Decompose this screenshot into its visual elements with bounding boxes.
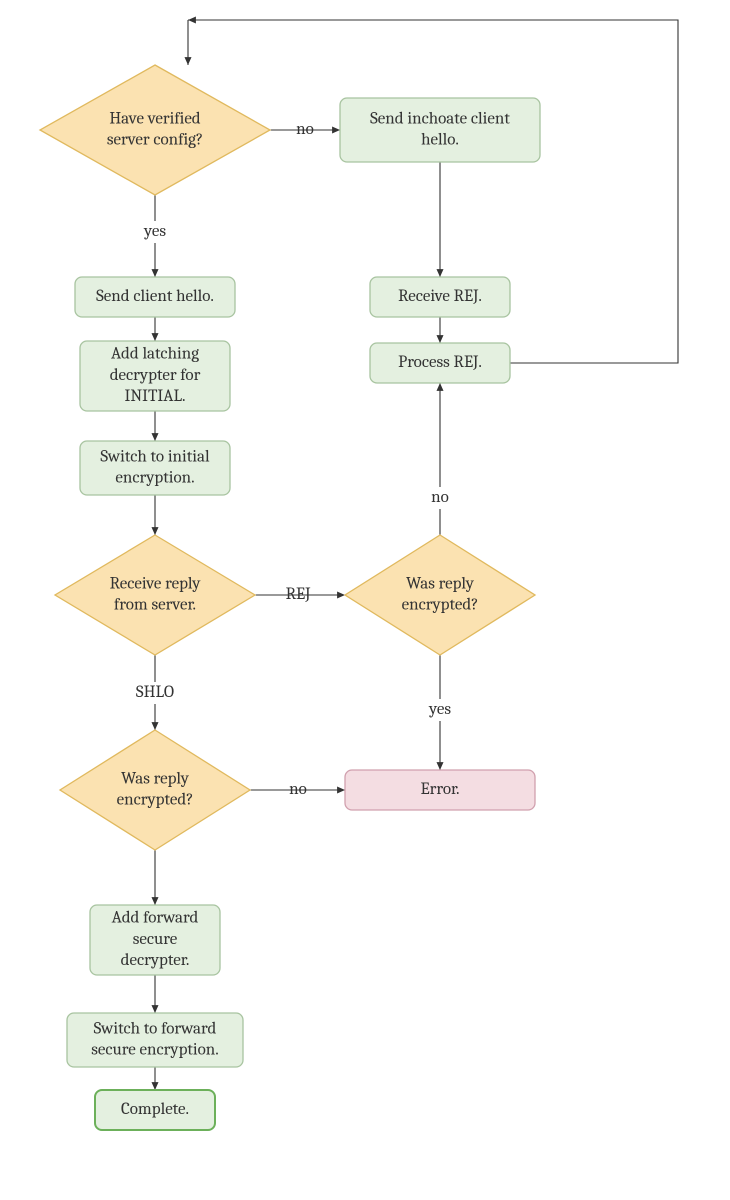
node-p_procrej: Process REJ. [370, 343, 510, 383]
edge-label: SHLO [136, 683, 174, 702]
node-label: server config? [107, 131, 203, 150]
flowchart: no yes REJ SHLO yes no no Have verified server c… [0, 0, 730, 1200]
node-label: Complete. [121, 1100, 189, 1119]
edge-label: REJ [286, 585, 311, 604]
node-label: decrypter for [110, 366, 201, 385]
node-p_fwddec: Add forward secure decrypter. [90, 905, 220, 975]
node-p_inchoate: Send inchoate client hello. [340, 98, 540, 162]
node-d1: Have verified server config? [40, 65, 270, 195]
node-label: secure [133, 930, 178, 949]
edge-label: no [296, 120, 314, 139]
node-label: Switch to forward [94, 1019, 217, 1038]
node-label: decrypter. [121, 951, 190, 970]
edge-label: yes [143, 222, 166, 241]
node-label: Process REJ. [398, 353, 482, 372]
node-label: Error. [420, 780, 459, 799]
node-p_fwdenc: Switch to forward secure encryption. [67, 1013, 243, 1067]
edge-label: no [431, 488, 449, 507]
node-label: from server. [114, 596, 196, 615]
node-d_reply: Receive reply from server. [55, 535, 255, 655]
node-p_complete: Complete. [95, 1090, 215, 1130]
node-label: Add latching [111, 345, 199, 364]
node-p_initenc: Switch to initial encryption. [80, 441, 230, 495]
node-label: Have verified [109, 109, 200, 128]
node-label: Receive reply [110, 574, 202, 593]
node-label: hello. [421, 131, 459, 150]
edge-label: yes [428, 700, 451, 719]
node-d_wasenc2: Was reply encrypted? [60, 730, 250, 850]
node-label: Switch to initial [100, 447, 210, 466]
node-label: secure encryption. [91, 1041, 219, 1060]
node-p_recvrej: Receive REJ. [370, 277, 510, 317]
node-p_error: Error. [345, 770, 535, 810]
node-label: Was reply [121, 769, 190, 788]
node-p_latch: Add latching decrypter for INITIAL. [80, 341, 230, 411]
node-label: encrypted? [117, 791, 194, 810]
node-label: Was reply [406, 574, 475, 593]
node-label: Receive REJ. [398, 287, 482, 306]
node-label: encryption. [115, 469, 194, 488]
node-p_send: Send client hello. [75, 277, 235, 317]
node-label: INITIAL. [125, 387, 186, 406]
node-d_wasenc1: Was reply encrypted? [345, 535, 535, 655]
edge-label: no [289, 780, 307, 799]
node-label: Add forward [112, 909, 199, 928]
node-label: Send client hello. [96, 287, 214, 306]
node-label: Send inchoate client [370, 109, 510, 128]
node-label: encrypted? [402, 596, 479, 615]
